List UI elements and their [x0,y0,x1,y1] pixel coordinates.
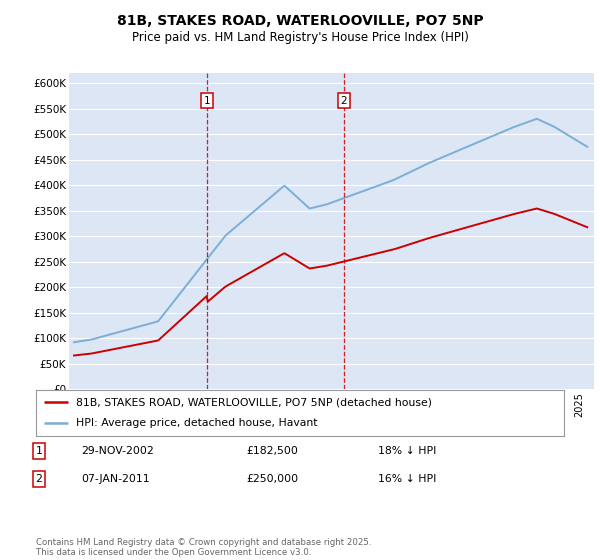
Text: 1: 1 [35,446,43,456]
Text: 2: 2 [340,96,347,106]
Text: £182,500: £182,500 [246,446,298,456]
Text: 29-NOV-2002: 29-NOV-2002 [81,446,154,456]
Text: 07-JAN-2011: 07-JAN-2011 [81,474,149,484]
Text: 18% ↓ HPI: 18% ↓ HPI [378,446,436,456]
Text: 81B, STAKES ROAD, WATERLOOVILLE, PO7 5NP (detached house): 81B, STAKES ROAD, WATERLOOVILLE, PO7 5NP… [76,397,431,407]
Text: £250,000: £250,000 [246,474,298,484]
Text: 1: 1 [204,96,211,106]
Text: 16% ↓ HPI: 16% ↓ HPI [378,474,436,484]
Text: 2: 2 [35,474,43,484]
Text: 81B, STAKES ROAD, WATERLOOVILLE, PO7 5NP: 81B, STAKES ROAD, WATERLOOVILLE, PO7 5NP [116,14,484,28]
Text: Price paid vs. HM Land Registry's House Price Index (HPI): Price paid vs. HM Land Registry's House … [131,31,469,44]
Text: HPI: Average price, detached house, Havant: HPI: Average price, detached house, Hava… [76,418,317,428]
Text: Contains HM Land Registry data © Crown copyright and database right 2025.
This d: Contains HM Land Registry data © Crown c… [36,538,371,557]
